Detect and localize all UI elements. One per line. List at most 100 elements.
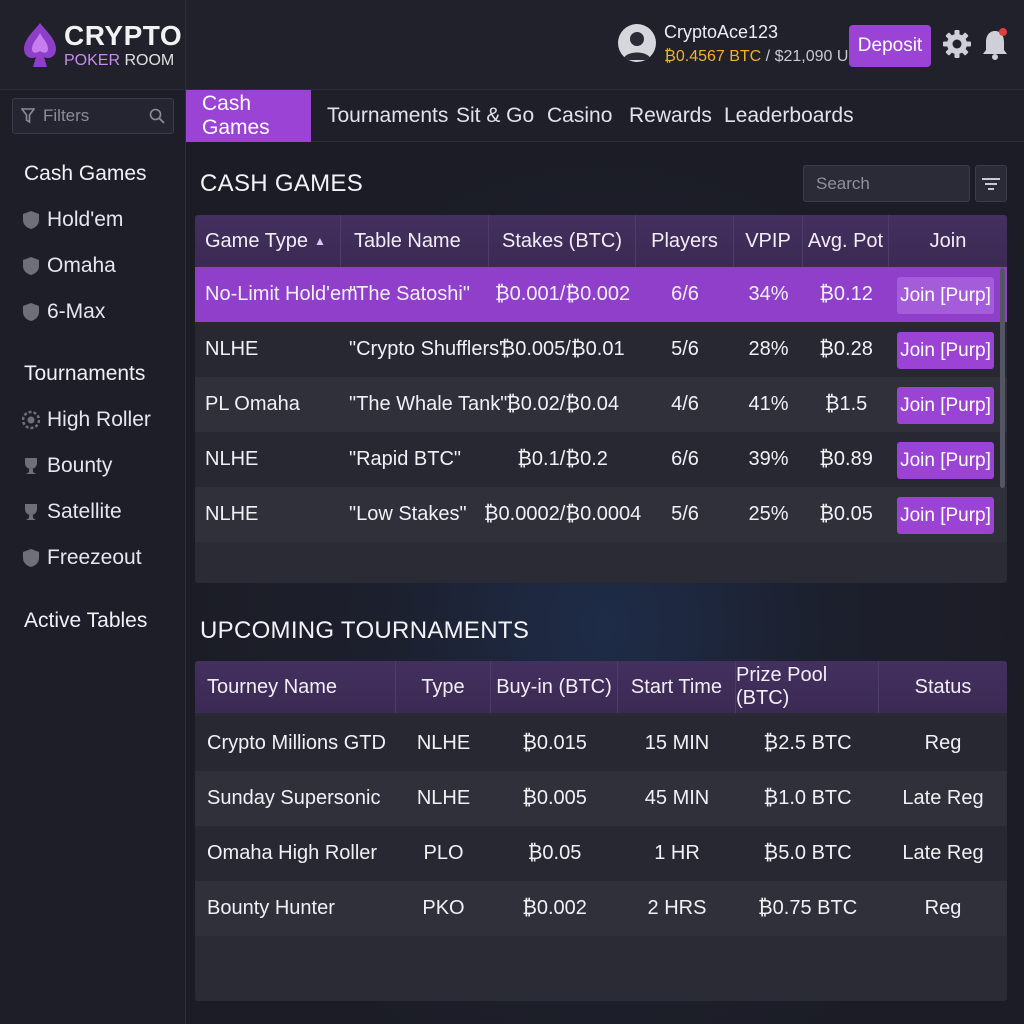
table-row[interactable]: NLHE "Low Stakes" ₿0.0002/₿0.0004 5/6 25… <box>195 487 1007 542</box>
table-row[interactable]: Bounty Hunter PKO ₿0.002 2 HRS ₿0.75 BTC… <box>195 881 1007 936</box>
cell-buy-in: ₿0.015 <box>522 732 587 754</box>
column-header-table-name[interactable]: Table Name <box>341 215 489 267</box>
btc-balance: ₿0.4567 BTC <box>664 48 762 65</box>
cell-table-name: "Rapid BTC" <box>349 448 462 470</box>
sidebar: Filters Cash Games Hold'em Omaha 6-Max T… <box>0 90 186 1024</box>
logo[interactable]: CRYPTO POKER ROOM <box>0 0 186 90</box>
join-button[interactable]: Join [Purp] <box>897 442 994 479</box>
shield-icon <box>23 257 39 275</box>
sort-asc-icon: ▲ <box>314 234 326 248</box>
sidebar-section-tournaments[interactable]: Tournaments <box>24 362 146 385</box>
table-row[interactable]: NLHE "Rapid BTC" ₿0.1/₿0.2 6/6 39% ₿0.89… <box>195 432 1007 487</box>
tab-rewards[interactable]: Rewards <box>629 104 712 127</box>
cell-avg-pot: ₿0.28 <box>819 338 873 360</box>
cell-tourney-name: Crypto Millions GTD <box>207 732 386 754</box>
column-header-players[interactable]: Players <box>636 215 734 267</box>
sidebar-item-label: High Roller <box>47 408 151 431</box>
sidebar-item-label: Bounty <box>47 454 113 477</box>
cell-game-type: No-Limit Hold'em <box>205 283 358 305</box>
cell-stakes: ₿0.02/₿0.04 <box>505 393 620 415</box>
sidebar-item-holdem[interactable]: Hold'em <box>22 208 123 232</box>
cell-prize-pool: ₿2.5 BTC <box>763 732 852 754</box>
cell-vpip: 28% <box>748 338 789 360</box>
usd-balance: / $21,090 USD <box>761 48 871 65</box>
table-row[interactable]: Sunday Supersonic NLHE ₿0.005 45 MIN ₿1.… <box>195 771 1007 826</box>
table-row[interactable]: NLHE "Crypto Shufflers" ₿0.005/₿0.01 5/6… <box>195 322 1007 377</box>
column-header-avg-pot[interactable]: Avg. Pot <box>803 215 889 267</box>
cell-type: NLHE <box>416 787 471 809</box>
table-header: Tourney Name Type Buy-in (BTC) Start Tim… <box>195 661 1007 713</box>
tab-tournaments[interactable]: Tournaments <box>327 104 449 127</box>
tab-casino[interactable]: Casino <box>547 104 613 127</box>
avatar[interactable] <box>618 24 656 62</box>
search-input[interactable] <box>803 165 970 202</box>
column-header-type[interactable]: Type <box>396 661 491 713</box>
cell-avg-pot: ₿0.89 <box>819 448 873 470</box>
filter-placeholder: Filters <box>43 106 90 125</box>
column-header-buy-in[interactable]: Buy-in (BTC) <box>491 661 618 713</box>
gear-icon[interactable] <box>942 29 972 59</box>
cell-table-name: "The Satoshi" <box>349 283 470 305</box>
column-header-stakes[interactable]: Stakes (BTC) <box>489 215 636 267</box>
sidebar-section-cash-games[interactable]: Cash Games <box>24 162 147 185</box>
cell-players: 5/6 <box>671 503 699 525</box>
sidebar-item-freezeout[interactable]: Freezeout <box>22 546 142 570</box>
column-header-prize-pool[interactable]: Prize Pool (BTC) <box>736 661 879 713</box>
cell-buy-in: ₿0.002 <box>522 897 587 919</box>
cell-status: Reg <box>924 897 962 919</box>
cell-stakes: ₿0.0002/₿0.0004 <box>483 503 642 525</box>
logo-subtitle: POKER ROOM <box>64 51 175 69</box>
sidebar-item-label: Freezeout <box>47 546 142 569</box>
shield-icon <box>23 549 39 567</box>
cell-tourney-name: Sunday Supersonic <box>207 787 381 809</box>
sidebar-item-label: Satellite <box>47 500 122 523</box>
sidebar-item-6-max[interactable]: 6-Max <box>22 300 105 324</box>
cell-type: PKO <box>422 897 465 919</box>
filter-box[interactable]: Filters <box>12 98 174 134</box>
table-row[interactable]: Omaha High Roller PLO ₿0.05 1 HR ₿5.0 BT… <box>195 826 1007 881</box>
tab-leaderboards[interactable]: Leaderboards <box>724 104 854 127</box>
column-header-status[interactable]: Status <box>914 675 972 698</box>
sidebar-item-label: Omaha <box>47 254 116 277</box>
table-row[interactable]: Crypto Millions GTD NLHE ₿0.015 15 MIN ₿… <box>195 716 1007 771</box>
table-row[interactable]: No-Limit Hold'em "The Satoshi" ₿0.001/₿0… <box>195 267 1007 322</box>
tab-sit-and-go[interactable]: Sit & Go <box>456 104 535 127</box>
column-header-game-type[interactable]: Game Type ▲ <box>195 215 341 267</box>
sidebar-section-active-tables[interactable]: Active Tables <box>24 609 148 632</box>
cell-start-time: 15 MIN <box>644 732 710 754</box>
cell-stakes: ₿0.1/₿0.2 <box>517 448 608 470</box>
upcoming-tournaments-title: UPCOMING TOURNAMENTS <box>200 617 530 644</box>
column-header-vpip[interactable]: VPIP <box>734 215 803 267</box>
cell-start-time: 2 HRS <box>647 897 707 919</box>
chip-icon <box>22 410 40 430</box>
join-button[interactable]: Join [Purp] <box>897 332 994 369</box>
deposit-button[interactable]: Deposit <box>849 25 931 67</box>
join-button[interactable]: Join [Purp] <box>897 277 994 314</box>
column-header-tourney-name[interactable]: Tourney Name <box>195 661 396 713</box>
username: CryptoAce123 <box>664 22 779 42</box>
tab-cash-games[interactable]: Cash Games <box>186 90 311 142</box>
sidebar-item-omaha[interactable]: Omaha <box>22 254 116 278</box>
sidebar-item-label: 6-Max <box>47 300 106 323</box>
table-scrollbar[interactable] <box>1000 268 1005 488</box>
tournaments-table: Tourney Name Type Buy-in (BTC) Start Tim… <box>195 661 1007 1001</box>
cell-type: NLHE <box>416 732 471 754</box>
cell-avg-pot: ₿1.5 <box>824 393 868 415</box>
sidebar-item-high-roller[interactable]: High Roller <box>22 408 151 432</box>
sidebar-item-satellite[interactable]: Satellite <box>22 500 122 524</box>
cell-players: 6/6 <box>671 448 699 470</box>
cell-game-type: PL Omaha <box>205 393 300 415</box>
filter-button[interactable] <box>975 165 1007 202</box>
cell-tourney-name: Bounty Hunter <box>207 897 335 919</box>
cell-game-type: NLHE <box>205 503 259 525</box>
table-row[interactable]: PL Omaha "The Whale Tank" ₿0.02/₿0.04 4/… <box>195 377 1007 432</box>
bell-icon[interactable] <box>981 27 1009 61</box>
sidebar-item-bounty[interactable]: Bounty <box>22 454 112 478</box>
cell-prize-pool: ₿5.0 BTC <box>763 842 852 864</box>
join-button[interactable]: Join [Purp] <box>897 497 994 534</box>
join-button[interactable]: Join [Purp] <box>897 387 994 424</box>
cell-table-name: "Crypto Shufflers" <box>349 338 507 360</box>
trophy-icon <box>25 458 37 474</box>
search-icon <box>149 108 165 124</box>
column-header-start-time[interactable]: Start Time <box>618 661 736 713</box>
